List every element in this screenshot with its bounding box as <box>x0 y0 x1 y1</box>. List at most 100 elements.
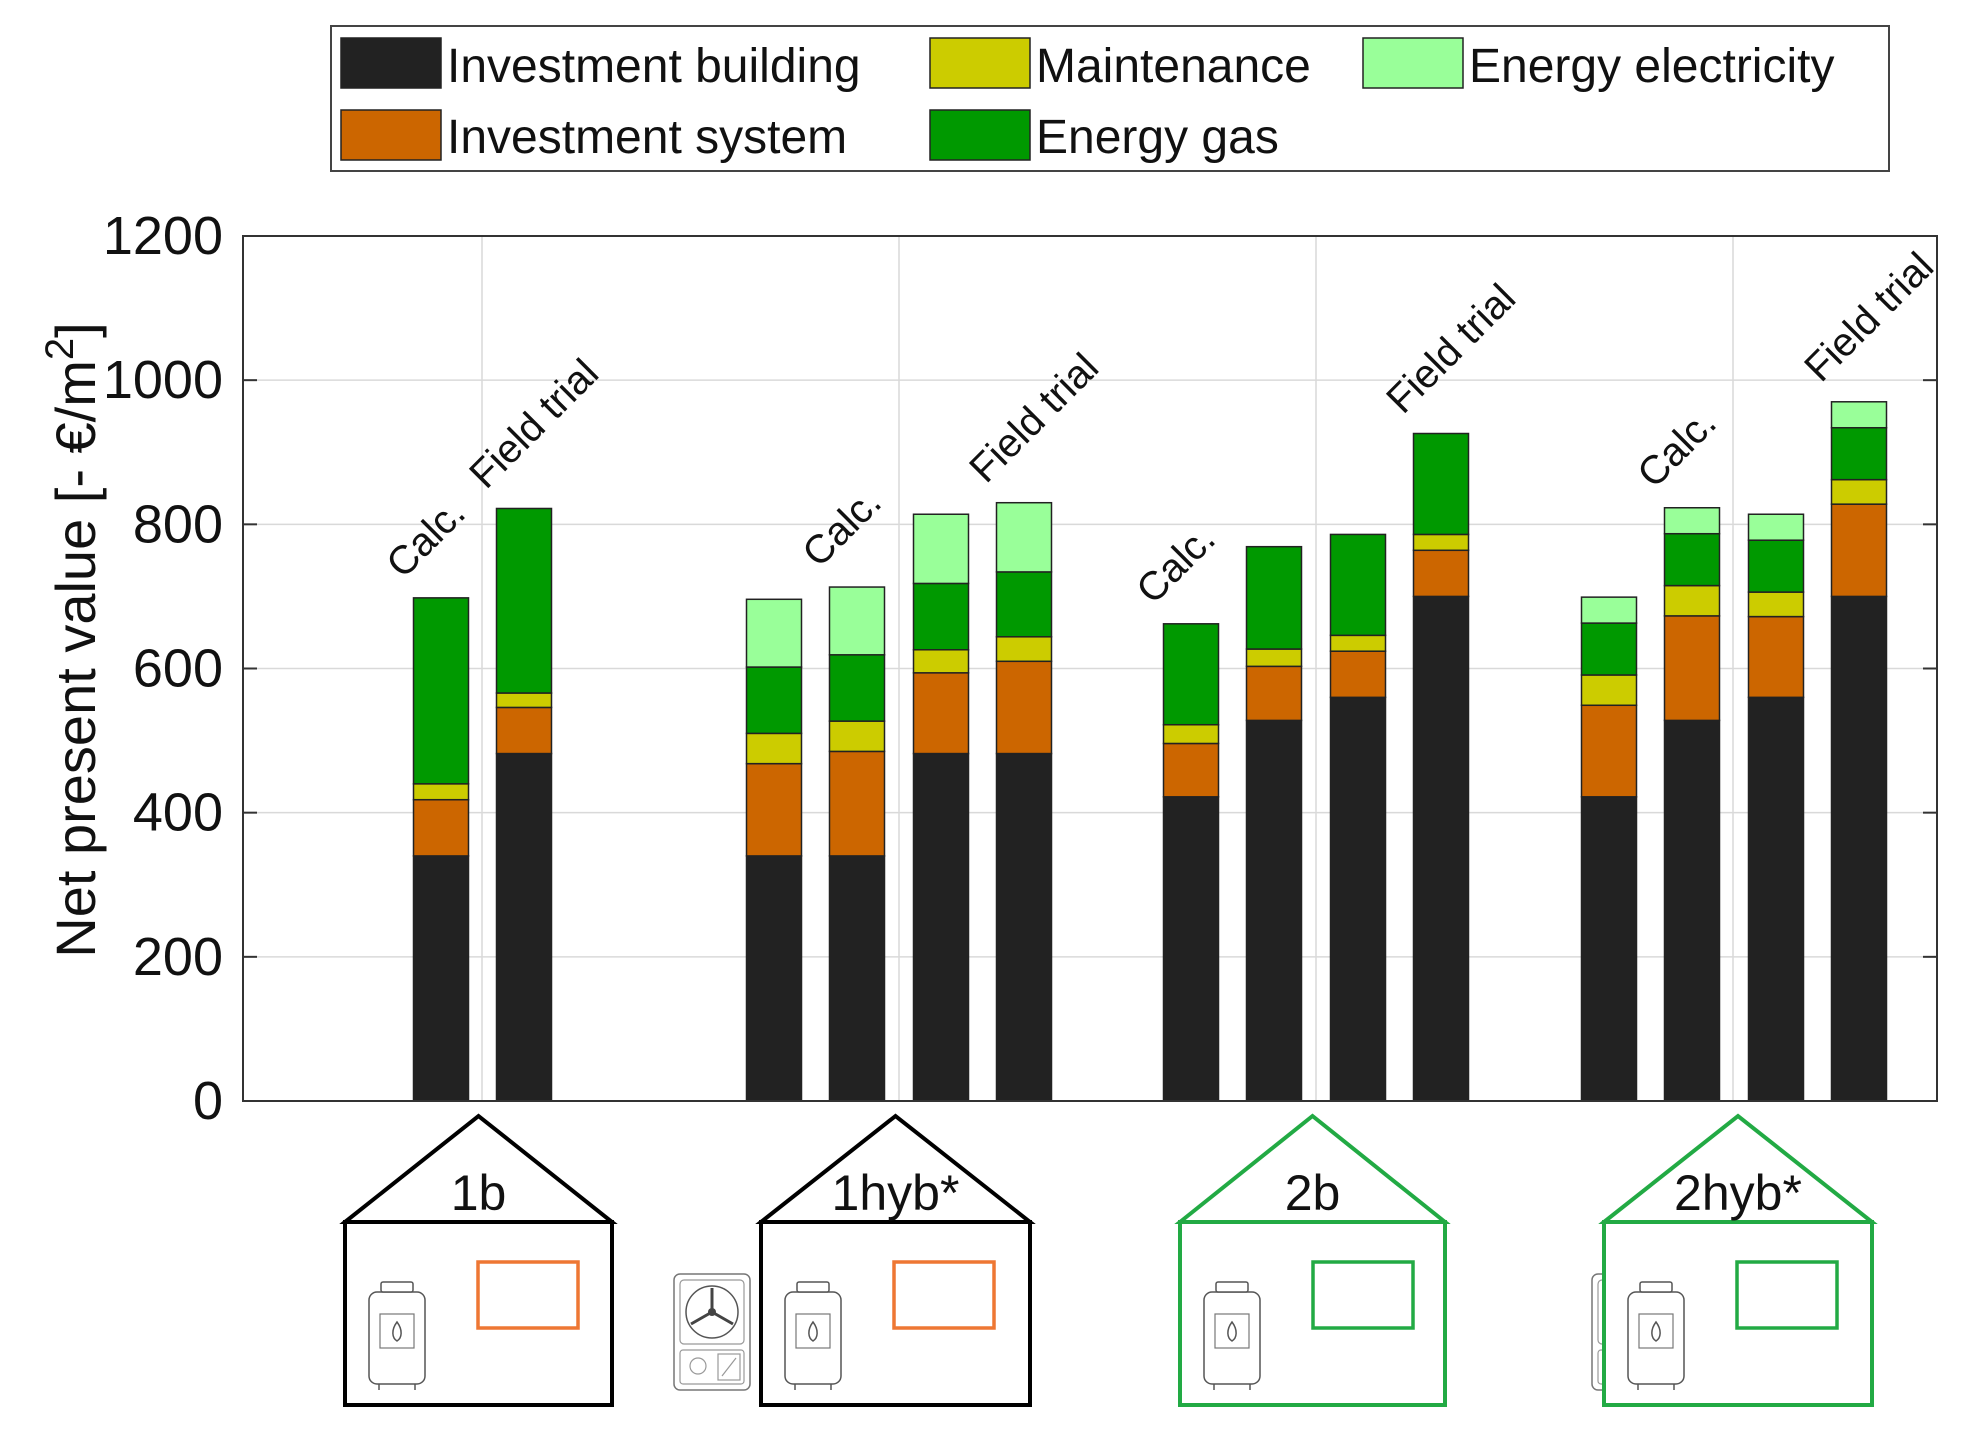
bar-segment-investment-building <box>745 855 803 1102</box>
y-tick-label: 1000 <box>103 350 223 410</box>
bar-segment-investment-building <box>1580 796 1638 1102</box>
y-tick-label: 400 <box>133 783 223 843</box>
bar-segment-maintenance <box>828 720 886 753</box>
gas-boiler-icon <box>1203 1281 1261 1391</box>
bar-segment-energy-gas <box>912 582 970 651</box>
y-axis-label: Net present value [- €/m2] <box>38 322 107 957</box>
y-tick-label: 800 <box>133 494 223 554</box>
bar-segment-maintenance <box>412 783 470 801</box>
bar-segment-energy-gas <box>745 666 803 735</box>
house-2b: 2b <box>1174 1113 1451 1407</box>
bar-segment-energy-gas <box>1245 545 1303 650</box>
bar-segment-investment-system <box>828 750 886 857</box>
radiator-icon <box>1311 1260 1415 1330</box>
legend-box <box>330 25 1890 172</box>
bar-segment-investment-system <box>1747 615 1805 699</box>
bar-segment-energy-gas <box>995 571 1053 638</box>
legend-swatch-energy-gas <box>929 109 1031 161</box>
bar-segment-maintenance <box>1747 591 1805 618</box>
bar-segment-maintenance <box>745 732 803 765</box>
legend: Investment building Maintenance Energy e… <box>330 25 1890 172</box>
house-label: 2b <box>1285 1165 1341 1221</box>
legend-label-investment-building: Investment building <box>447 40 861 93</box>
bar-segment-energy-gas <box>1162 623 1220 726</box>
bar-segment-energy-electricity <box>1830 401 1888 429</box>
legend-swatch-maintenance <box>929 37 1031 89</box>
bar-segment-energy-gas <box>412 597 470 785</box>
bar-segment-energy-gas <box>1329 533 1387 637</box>
bar-segment-maintenance <box>1162 723 1220 745</box>
bar-segment-maintenance <box>912 649 970 674</box>
legend-label-energy-gas: Energy gas <box>1036 111 1279 164</box>
bar-segment-investment-building <box>828 855 886 1102</box>
bar-segment-energy-electricity <box>745 598 803 668</box>
bar-segment-energy-gas <box>1663 532 1721 587</box>
bar-segment-investment-building <box>995 752 1053 1102</box>
bar-segment-maintenance <box>1580 674 1638 707</box>
house-label: 1b <box>451 1165 507 1221</box>
bar-segment-investment-building <box>1747 696 1805 1102</box>
bar-segment-maintenance <box>1412 533 1470 552</box>
bar-segment-energy-electricity <box>1747 513 1805 541</box>
bar-segment-maintenance <box>1245 648 1303 668</box>
y-tick-label: 0 <box>193 1071 223 1131</box>
bar-segment-energy-electricity <box>1580 596 1638 624</box>
y-tick-label: 1200 <box>103 206 223 266</box>
bar-segment-investment-building <box>1830 595 1888 1102</box>
bar-segment-maintenance <box>995 636 1053 663</box>
radiator-icon <box>1735 1260 1839 1330</box>
bar-segment-investment-system <box>1162 742 1220 798</box>
legend-swatch-investment-building <box>340 37 442 89</box>
radiator-icon <box>892 1260 996 1330</box>
bar-segment-investment-system <box>745 762 803 857</box>
bar-segment-investment-building <box>1329 696 1387 1102</box>
bar-segment-investment-system <box>1663 615 1721 722</box>
legend-swatch-energy-electricity <box>1362 37 1464 89</box>
house-1b: 1b <box>339 1113 618 1407</box>
bar-segment-maintenance <box>1663 584 1721 617</box>
bar-segment-investment-system <box>995 660 1053 755</box>
house-label: 1hyb* <box>832 1165 960 1221</box>
gas-boiler-icon <box>368 1281 426 1391</box>
house-2hyb-star: 2hyb* <box>1590 1113 1878 1407</box>
bar-segment-energy-gas <box>495 507 553 694</box>
plot-frame <box>242 235 1938 1102</box>
bar-segment-energy-gas <box>828 654 886 722</box>
bar-segment-energy-gas <box>1830 426 1888 481</box>
house-1hyb-star: 1hyb* <box>672 1113 1036 1407</box>
legend-label-energy-electricity: Energy electricity <box>1469 40 1834 93</box>
bar-segment-energy-electricity <box>912 513 970 585</box>
bar-segment-energy-gas <box>1412 432 1470 536</box>
bar-segment-investment-system <box>1412 549 1470 598</box>
bar-segment-energy-gas <box>1747 539 1805 593</box>
bar-segment-investment-system <box>1580 704 1638 798</box>
bar-segment-investment-building <box>412 855 470 1102</box>
bar-segment-investment-building <box>495 752 553 1102</box>
bar-segment-maintenance <box>1830 478 1888 505</box>
bar-segment-investment-building <box>1162 796 1220 1102</box>
bar-segment-investment-building <box>912 752 970 1102</box>
bar-segment-maintenance <box>1329 634 1387 652</box>
bar-segment-investment-building <box>1412 595 1470 1102</box>
bar-segment-investment-system <box>495 706 553 755</box>
radiator-icon <box>476 1260 580 1330</box>
bar-segment-investment-building <box>1663 719 1721 1102</box>
bar-segment-investment-system <box>1329 650 1387 699</box>
bar-segment-energy-electricity <box>828 586 886 656</box>
bar-segment-investment-system <box>1245 665 1303 722</box>
bar-segment-investment-system <box>1830 503 1888 598</box>
house-label: 2hyb* <box>1674 1165 1802 1221</box>
bar-segment-maintenance <box>495 692 553 709</box>
bar-segment-energy-electricity <box>1663 507 1721 535</box>
bar-segment-investment-system <box>412 798 470 857</box>
y-tick-label: 600 <box>133 639 223 699</box>
bar-segment-investment-building <box>1245 719 1303 1102</box>
y-tick-label: 200 <box>133 927 223 987</box>
legend-swatch-investment-system <box>340 109 442 161</box>
gas-boiler-icon <box>1627 1281 1685 1391</box>
heat-pump-icon <box>672 1272 752 1392</box>
bar-segment-investment-system <box>912 672 970 755</box>
gas-boiler-icon <box>784 1281 842 1391</box>
